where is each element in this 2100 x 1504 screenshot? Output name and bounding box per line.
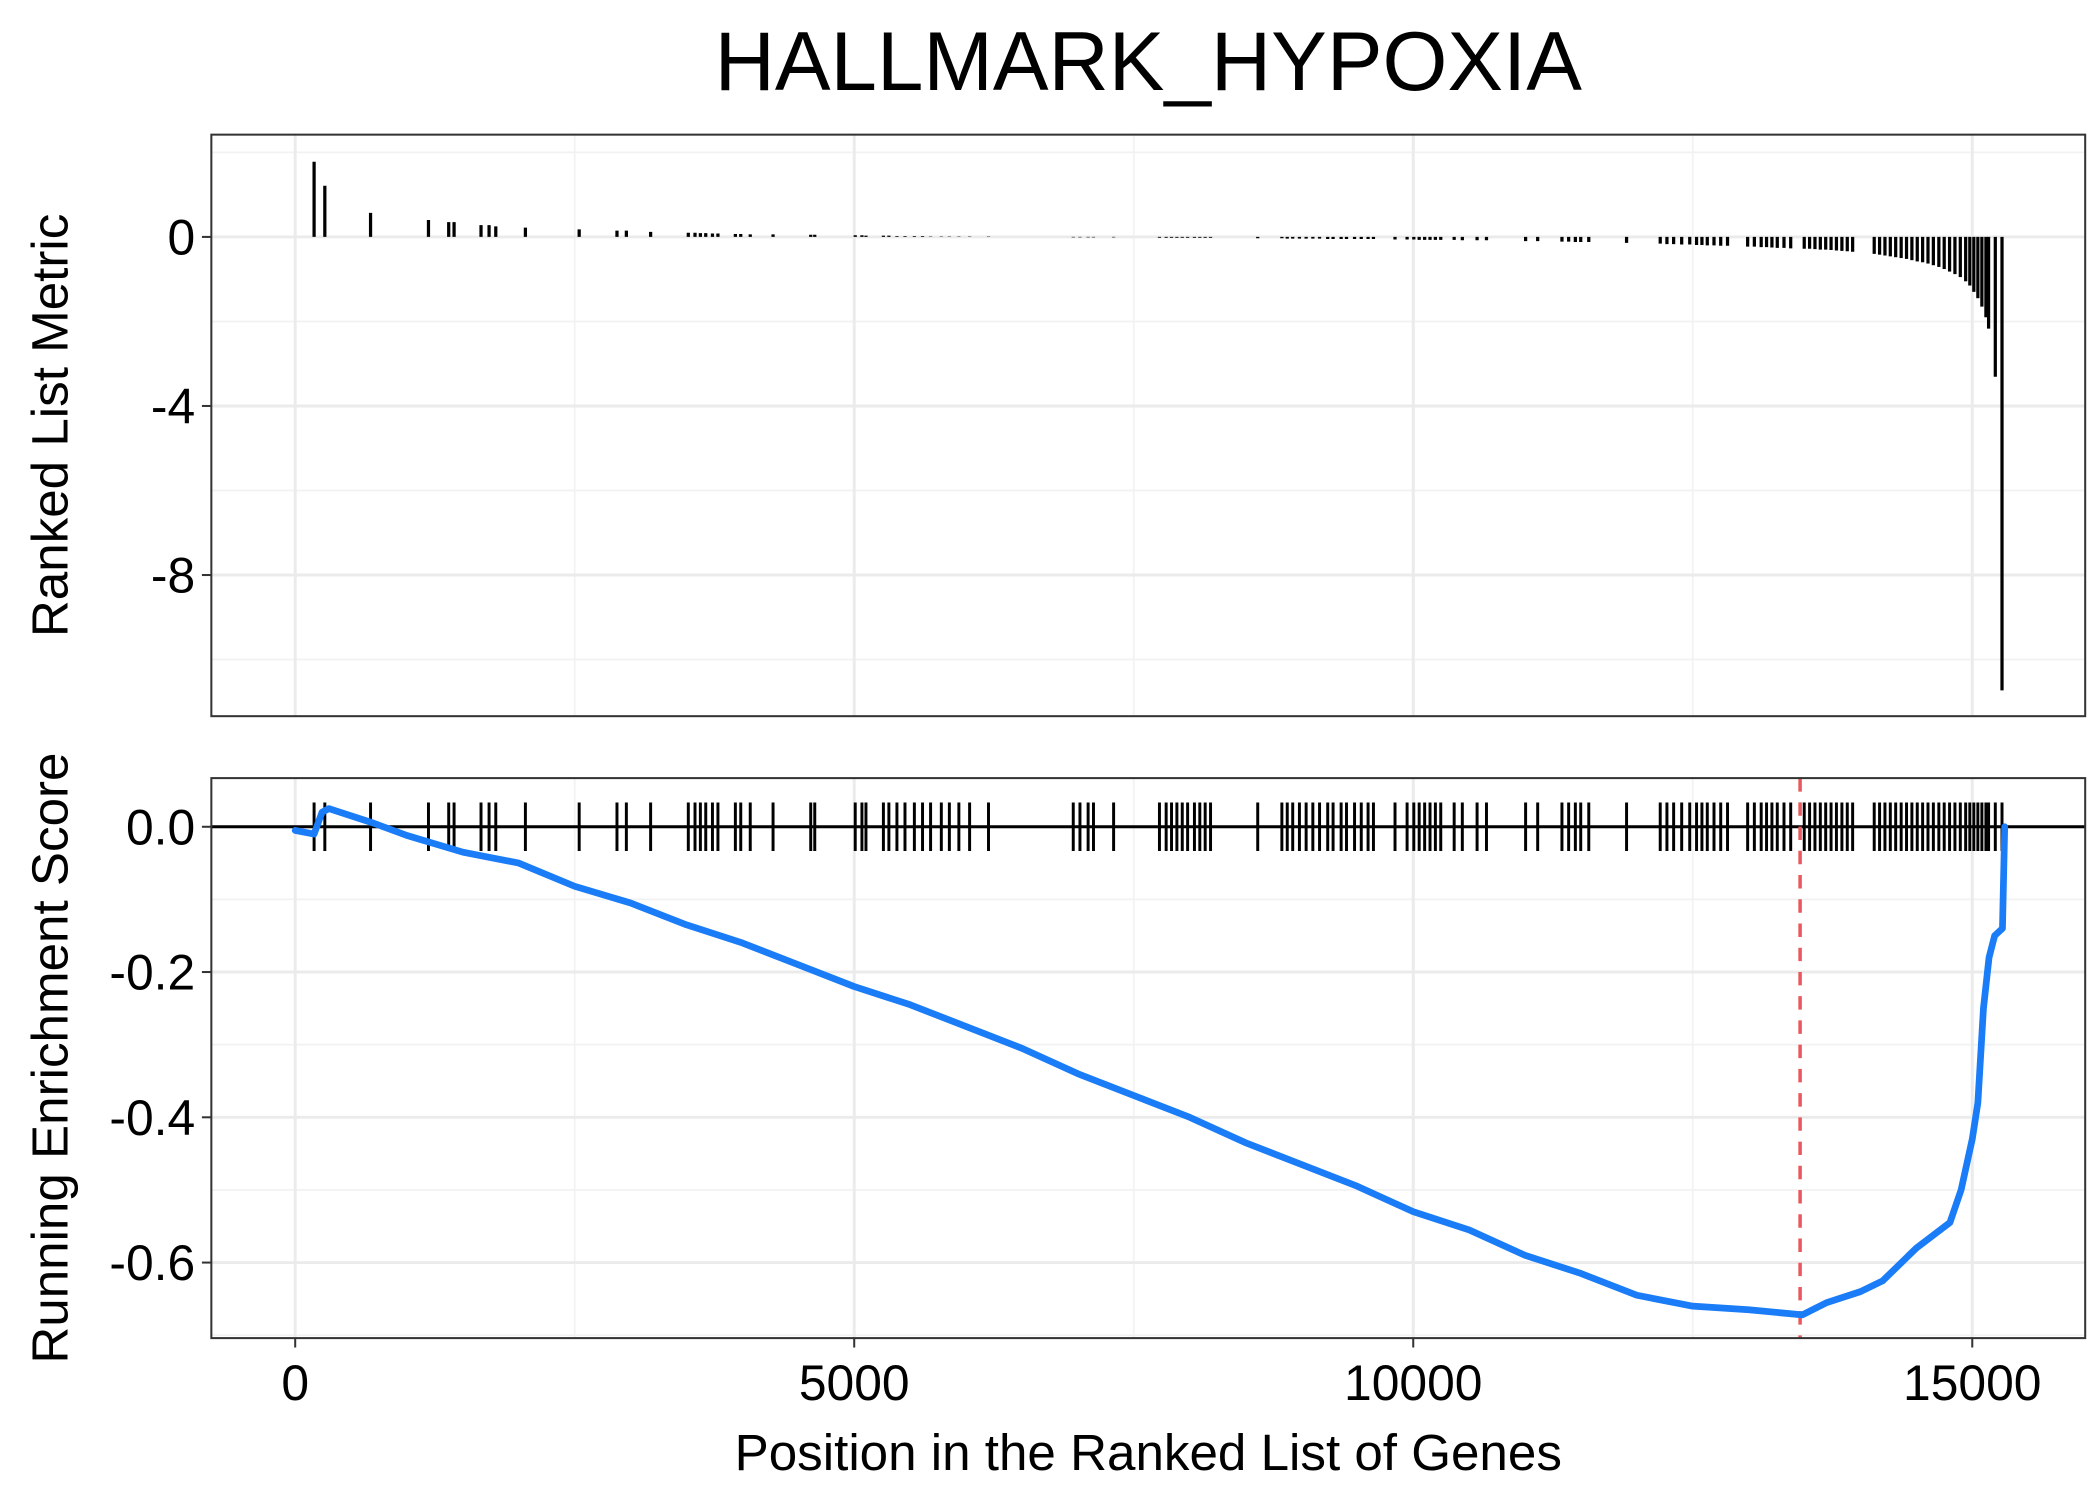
chart-title: HALLMARK_HYPOXIA — [715, 14, 1583, 108]
axes: -8 -4 0 -0.6 -0.4 -0.2 0.0 0 5000 10000 15000 — [109, 133, 2087, 1411]
x-tick-label: 5000 — [799, 1355, 910, 1411]
top-panel — [211, 134, 2086, 717]
y-tick-label: -4 — [151, 378, 195, 434]
y-tick-label: -0.4 — [109, 1090, 195, 1146]
panel-border — [210, 777, 2087, 1340]
x-tick-label: 0 — [281, 1355, 309, 1411]
y-axis-title: Ranked List Metric — [21, 214, 78, 637]
y-tick-label: -0.6 — [109, 1235, 195, 1291]
panel-border — [210, 133, 2087, 718]
x-tick-label: 10000 — [1344, 1355, 1482, 1411]
y-tick-label: 0.0 — [126, 799, 195, 855]
y-tick-label: -8 — [151, 548, 195, 604]
es-line — [291, 805, 2009, 1319]
x-tick-label: 15000 — [1903, 1355, 2041, 1411]
y-tick-label: -0.2 — [109, 945, 195, 1001]
x-axis-title: Position in the Ranked List of Genes — [735, 1424, 1562, 1481]
y-axis-title: Running Enrichment Score — [21, 753, 78, 1364]
y-tick-label: 0 — [167, 209, 195, 265]
bottom-panel — [211, 778, 2086, 1339]
